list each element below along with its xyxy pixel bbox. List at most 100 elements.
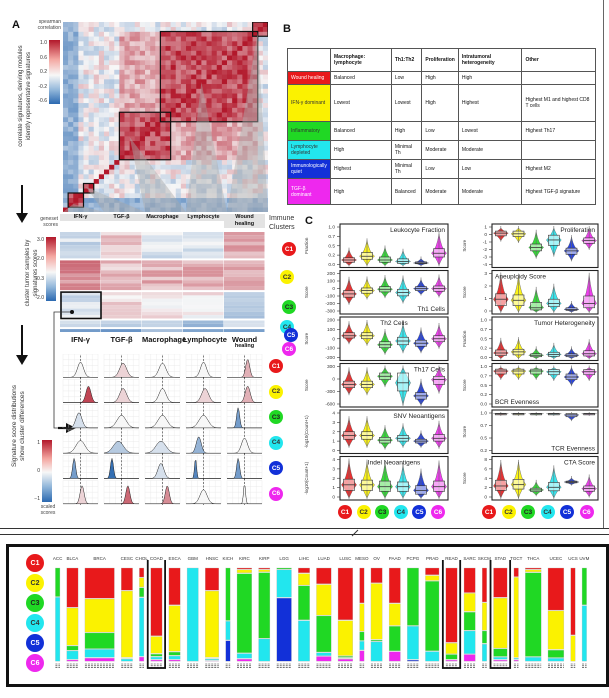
density-curve (63, 457, 98, 479)
heatmap-cell (252, 55, 259, 61)
heatmap-cell (68, 164, 74, 170)
heatmap-cell (119, 93, 125, 99)
heatmap-cell (237, 36, 243, 42)
module-header-line1: IFN-γ (73, 214, 88, 220)
subtype-name-cell: Lymphocyte depleted (287, 140, 331, 160)
bar-segment-c2 (482, 602, 487, 631)
heatmap-cell (145, 69, 151, 75)
heatmap-cell (63, 136, 69, 142)
heatmap-cell (145, 79, 151, 85)
heatmap-cell (247, 140, 253, 146)
geneset-cell (142, 302, 183, 306)
bar-segment-c1 (205, 567, 219, 591)
heatmap-cell (114, 174, 120, 180)
heatmap-cell (252, 60, 259, 66)
distribution-cell (185, 402, 222, 430)
heatmap-cell (124, 22, 130, 28)
table-cell: Highest (457, 84, 523, 122)
heatmap-cell (170, 145, 177, 151)
heatmap-cell (145, 169, 151, 175)
heatmap-cell (83, 69, 89, 75)
heatmap-cell (252, 26, 259, 32)
heatmap-cell (78, 178, 84, 184)
heatmap-cell (160, 169, 166, 175)
heatmap-cell (262, 178, 268, 184)
cancer-label-lgg: LGG (279, 556, 289, 561)
heatmap-cell (93, 126, 100, 132)
heatmap-cell (150, 174, 156, 180)
highlight-box-coad (146, 560, 166, 669)
heatmap-cell (124, 36, 130, 42)
heatmap-cell (211, 202, 218, 208)
panel-a-letter: A (12, 19, 20, 31)
violin-panel-frame (491, 362, 599, 408)
heatmap-cell (186, 121, 192, 127)
heatmap-cell (165, 83, 171, 89)
heatmap-cell (247, 69, 253, 75)
heatmap-cell (262, 136, 268, 142)
heatmap-cell (211, 140, 218, 146)
heatmap-cell (134, 93, 141, 99)
heatmap-cell (196, 69, 202, 75)
heatmap-cell (68, 50, 74, 56)
heatmap-cell (83, 164, 89, 170)
heatmap-cell (175, 36, 182, 42)
heatmap-cell (206, 79, 212, 85)
table-header-cell: Other (521, 48, 596, 72)
heatmap-cell (242, 50, 248, 56)
stacked-bar-chol (139, 567, 145, 668)
heatmap-cell (252, 50, 259, 56)
heatmap-cell (191, 112, 197, 118)
violin-y-label: Score (462, 286, 467, 298)
correlation-legend-title-line2: correlation (37, 25, 61, 31)
table-cell: Minimal Th (390, 159, 423, 179)
heatmap-cell (196, 174, 202, 180)
heatmap-cell (262, 60, 268, 66)
heatmap-cell (257, 69, 264, 75)
violin-tick-label: 2 (484, 485, 487, 491)
geneset-cell (224, 323, 265, 328)
geneset-cell (224, 267, 265, 271)
heatmap-cell (119, 131, 125, 137)
heatmap-cell (191, 102, 197, 108)
heatmap-cell (237, 136, 243, 142)
heatmap-cell (232, 36, 238, 42)
heatmap-cell (221, 155, 228, 161)
heatmap-cell (221, 107, 228, 113)
violin-tick-label: 0.0 (328, 262, 335, 268)
heatmap-cell (170, 69, 177, 75)
heatmap-cell (237, 79, 243, 85)
heatmap-cell (119, 193, 125, 199)
heatmap-cell (124, 69, 130, 75)
heatmap-cell (129, 183, 136, 189)
heatmap-cell (252, 140, 259, 146)
geneset-cell (101, 270, 142, 274)
heatmap-cell (104, 55, 110, 61)
heatmap-cell (221, 207, 228, 212)
bar-segment-c2 (525, 569, 542, 573)
heatmap-cell (114, 178, 120, 184)
heatmap-cell (257, 31, 264, 37)
heatmap-cell (247, 64, 253, 70)
heatmap-cell (63, 98, 69, 104)
density-curve (104, 388, 139, 403)
heatmap-cell (139, 145, 146, 151)
heatmap-cell (242, 159, 248, 165)
geneset-cell (183, 280, 224, 284)
cancer-label-sarc: SARC (463, 556, 476, 561)
geneset-cell (101, 323, 142, 328)
heatmap-cell (232, 79, 238, 85)
heatmap-cell (145, 197, 151, 203)
heatmap-cell (196, 169, 202, 175)
heatmap-cell (129, 150, 136, 156)
density-curve (63, 386, 99, 403)
table-cell: High (390, 121, 423, 141)
geneset-cell (101, 280, 142, 284)
heatmap-cell (227, 88, 233, 94)
heatmap-cell (216, 69, 223, 75)
heatmap-cell (227, 145, 233, 151)
heatmap-cell (109, 93, 115, 99)
heatmap-cell (237, 31, 243, 37)
heatmap-cell (247, 22, 253, 28)
